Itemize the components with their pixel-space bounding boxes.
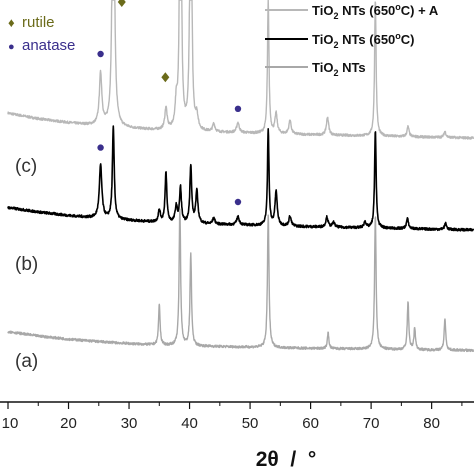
x-tick-label: 70 [363, 415, 380, 432]
x-axis: 10 20 30 40 50 60 70 80 [0, 401, 474, 432]
anatase-marker [234, 198, 242, 206]
series-legend-label: TiO2 NTs (650oC) [312, 31, 415, 50]
marker-layer [97, 0, 242, 206]
curve-label-b: (b) [15, 254, 38, 275]
anatase-legend-label: anatase [22, 37, 75, 54]
series-layer [7, 0, 474, 353]
rutile-legend-label: rutile [22, 14, 55, 31]
x-tick-label: 80 [423, 415, 440, 432]
x-tick-label: 20 [60, 415, 77, 432]
rutile-legend-icon: ♦ [8, 15, 15, 30]
x-tick-label: 30 [121, 415, 138, 432]
anatase-legend-icon: ● [8, 41, 15, 53]
series-legend-label: TiO2 NTs [312, 60, 366, 78]
curve-label-c: (c) [15, 156, 37, 177]
xrd-series-line [7, 208, 474, 353]
xrd-series-line [7, 0, 474, 140]
series-legend: TiO2 NTs (650oC) + A TiO2 NTs (650oC) TiO2… [265, 2, 439, 78]
xrd-series-line [7, 125, 474, 232]
rutile-marker [161, 72, 170, 83]
x-tick-label: 10 [2, 415, 19, 432]
curve-label-a: (a) [15, 351, 38, 372]
phase-legend: ♦ rutile ● anatase [8, 14, 75, 54]
anatase-marker [97, 50, 104, 58]
rutile-marker [117, 0, 126, 7]
x-axis-title: 2θ / ° [256, 448, 317, 471]
x-tick-label: 40 [181, 415, 198, 432]
series-legend-label: TiO2 NTs (650oC) + A [312, 2, 439, 21]
x-tick-label: 50 [242, 415, 259, 432]
anatase-marker [97, 144, 104, 151]
x-tick-label: 60 [302, 415, 319, 432]
anatase-marker [234, 105, 242, 113]
